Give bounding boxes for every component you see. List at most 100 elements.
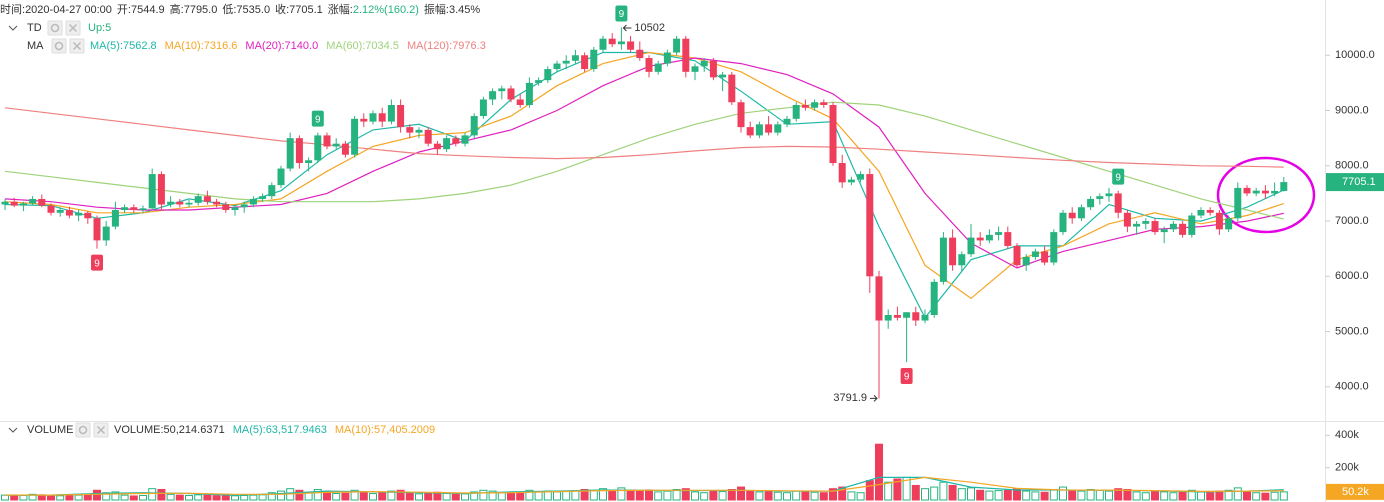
volume-bar: [295, 489, 304, 501]
volume-bar: [1141, 492, 1150, 501]
volume-bar: [1123, 488, 1132, 501]
volume-bar: [1086, 488, 1095, 501]
volume-bar: [700, 492, 709, 501]
candle-body: [10, 201, 18, 206]
candle-body: [1179, 223, 1187, 235]
volume-bar: [1224, 489, 1233, 501]
candle-body: [866, 174, 874, 277]
volume-bar: [976, 489, 985, 501]
y-tick-label: 7000.0: [1335, 215, 1369, 227]
legend-entry: MA(20):7140.0: [245, 40, 318, 52]
candle-body: [84, 212, 92, 219]
td-marker: [615, 5, 628, 22]
volume-bar: [1040, 491, 1049, 501]
volume-bar: [148, 488, 157, 501]
candle-body: [1206, 210, 1214, 213]
candle-body: [1188, 215, 1196, 235]
volume-bar: [553, 491, 561, 501]
volume-bar: [415, 493, 423, 501]
candle-body: [1068, 212, 1076, 219]
annotation-arrow: [622, 24, 632, 32]
candle-body: [976, 237, 984, 241]
candle-body: [985, 234, 993, 241]
candle-body: [700, 60, 708, 67]
volume-bar: [1095, 489, 1104, 501]
candle-body: [461, 135, 469, 144]
legend-title: TD: [27, 22, 42, 34]
candle-body: [470, 116, 478, 136]
candle-body: [102, 226, 110, 241]
volume-bar: [185, 494, 193, 501]
header-label: 时间:: [0, 3, 25, 16]
legend-title: VOLUME: [27, 424, 73, 436]
candle-body: [912, 312, 920, 321]
candle-body: [29, 198, 37, 204]
candle-body: [341, 143, 349, 155]
y-tick-label: 5000.0: [1335, 325, 1369, 337]
candle-body: [387, 105, 395, 122]
volume-bar: [488, 490, 497, 501]
candle-body: [360, 118, 368, 122]
volume-bar: [921, 488, 929, 501]
volume-bar: [571, 490, 580, 501]
volume-bar: [93, 489, 101, 501]
candle-body: [581, 55, 589, 70]
candle-body: [1087, 198, 1095, 208]
candle-body: [535, 80, 543, 83]
settings-icon: [54, 41, 64, 51]
candle-body: [1077, 207, 1085, 219]
candle-body: [1041, 251, 1049, 263]
candle-body: [1123, 212, 1131, 227]
candle-body: [553, 63, 561, 70]
header-label: 低:: [222, 3, 236, 16]
volume-bar: [1178, 491, 1187, 501]
volume-bar: [47, 494, 55, 501]
legend-entry: MA(10):57,405.2009: [335, 424, 435, 436]
volume-bar: [525, 489, 534, 501]
close-icon: [68, 23, 78, 33]
volume-bar: [323, 491, 331, 501]
volume-bar: [709, 490, 718, 501]
candle-body: [709, 60, 717, 78]
volume-ma-line: [4, 476, 1284, 496]
last-price-tag: [1326, 173, 1384, 192]
legend-value: Up:5: [88, 22, 111, 34]
candle-body: [857, 174, 865, 180]
candle-body: [590, 49, 598, 70]
volume-bar: [1206, 492, 1215, 501]
td-marker-label: 9: [1115, 172, 1121, 183]
candle-body: [967, 237, 975, 255]
volume-bar: [1252, 492, 1261, 501]
candle-body: [599, 38, 607, 50]
legend-entry: MA(5):7562.8: [90, 40, 157, 52]
candle-body: [958, 254, 966, 266]
collapse-toggle: [8, 427, 18, 433]
candle-body: [323, 135, 331, 147]
candle-body: [617, 41, 625, 45]
volume-bar: [829, 488, 837, 501]
candle-body: [663, 52, 671, 64]
candle-body: [1, 201, 9, 205]
volume-bar: [635, 490, 644, 501]
volume-bar: [396, 489, 405, 501]
candle-body: [811, 102, 819, 108]
header-value: 7705.1: [289, 4, 323, 16]
candle-body: [452, 138, 460, 144]
candle-body: [65, 210, 73, 216]
candle-body: [949, 237, 957, 266]
volume-bar: [516, 492, 525, 501]
volume-bar: [139, 494, 147, 501]
volume-bar: [194, 494, 203, 501]
td-marker: [311, 110, 324, 127]
volume-bar: [746, 490, 755, 501]
volume-bar: [654, 491, 663, 501]
candle-body: [433, 143, 441, 150]
volume-bar: [838, 486, 847, 501]
volume-bar: [1059, 486, 1067, 501]
candle-body: [691, 66, 699, 72]
candle-body: [176, 201, 184, 205]
td-marker-label: 9: [904, 372, 910, 383]
volume-bar: [1187, 489, 1196, 501]
volume-bar: [1160, 491, 1169, 501]
candle-body: [1197, 210, 1205, 216]
